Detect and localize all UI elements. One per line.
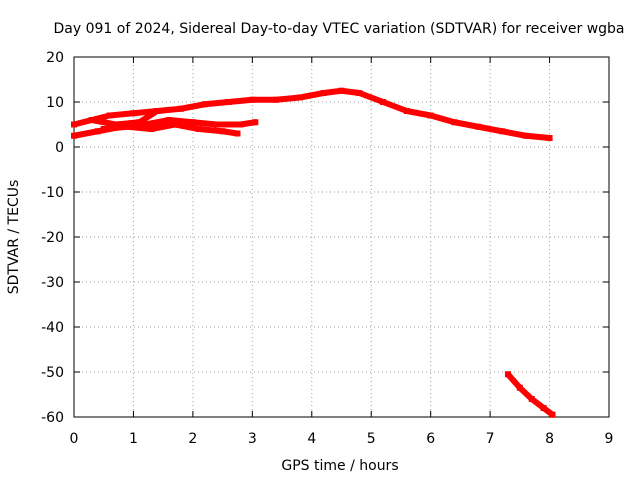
x-tick-label: 3 [248, 431, 257, 447]
data-point [71, 132, 77, 139]
x-axis-label: GPS time / hours [281, 458, 398, 474]
x-tick-label: 4 [307, 431, 316, 447]
data-point [100, 126, 107, 132]
series-track-d [88, 108, 161, 128]
data-point [296, 94, 303, 101]
data-point [148, 126, 155, 132]
data-point [249, 96, 256, 103]
y-tick-label: -30 [41, 275, 64, 291]
series-line [88, 108, 161, 128]
data-point [88, 117, 95, 123]
data-point [201, 101, 208, 108]
data-point [356, 90, 363, 96]
data-point [213, 121, 220, 128]
data-point [546, 135, 553, 141]
data-point [178, 105, 184, 112]
chart-title: Day 091 of 2024, Sidereal Day-to-day VTE… [53, 21, 624, 37]
data-point [320, 90, 327, 96]
data-point [189, 119, 196, 126]
data-point [528, 396, 535, 402]
data-point [516, 384, 523, 391]
y-axis-label: SDTVAR / TECUs [6, 180, 22, 295]
data-point [234, 130, 241, 137]
y-tick-label: 10 [46, 95, 64, 111]
data-point [166, 117, 173, 123]
data-point [71, 121, 77, 128]
data-point [427, 112, 434, 119]
x-tick-label: 9 [605, 431, 614, 447]
y-tick-label: 0 [55, 140, 64, 156]
series-line [71, 87, 553, 141]
data-point [142, 121, 149, 128]
data-point [106, 112, 113, 119]
data-point [225, 99, 232, 105]
data-point [380, 99, 387, 105]
data-point [549, 411, 556, 418]
y-tick-label: -60 [41, 410, 64, 426]
series-track-c [100, 121, 241, 137]
data-point [136, 119, 143, 126]
series-track-e [504, 371, 556, 418]
x-tick-label: 8 [545, 431, 554, 447]
x-tick-label: 5 [367, 431, 376, 447]
data-point [338, 87, 345, 94]
data-point [540, 405, 547, 411]
x-tick-label: 1 [129, 431, 138, 447]
y-tick-label: -50 [41, 365, 64, 381]
data-point [130, 110, 137, 117]
y-tick-label: -40 [41, 320, 64, 336]
data-point [522, 132, 529, 139]
x-tick-label: 0 [70, 431, 79, 447]
data-point [475, 123, 482, 130]
x-axis-ticks: 0 1 2 3 4 5 6 7 8 9 [70, 57, 614, 447]
data-series [71, 87, 556, 418]
y-tick-label: -20 [41, 230, 64, 246]
data-point [172, 121, 179, 128]
data-point [237, 121, 244, 128]
data-point [124, 123, 131, 130]
data-point [403, 108, 410, 114]
data-point [195, 126, 202, 132]
y-axis-ticks: 20 10 0 -10 -20 -30 -40 -50 -60 [41, 50, 609, 426]
x-tick-label: 7 [486, 431, 495, 447]
data-point [252, 119, 259, 126]
x-tick-label: 2 [188, 431, 197, 447]
data-point [219, 128, 226, 135]
data-point [451, 119, 458, 126]
y-tick-label: 20 [46, 50, 64, 66]
x-tick-label: 6 [426, 431, 435, 447]
data-point [94, 128, 101, 135]
data-point [112, 121, 119, 128]
data-point [504, 371, 511, 378]
y-tick-label: -10 [41, 185, 64, 201]
data-point [499, 128, 505, 135]
data-point [154, 108, 161, 114]
data-point [273, 96, 280, 103]
